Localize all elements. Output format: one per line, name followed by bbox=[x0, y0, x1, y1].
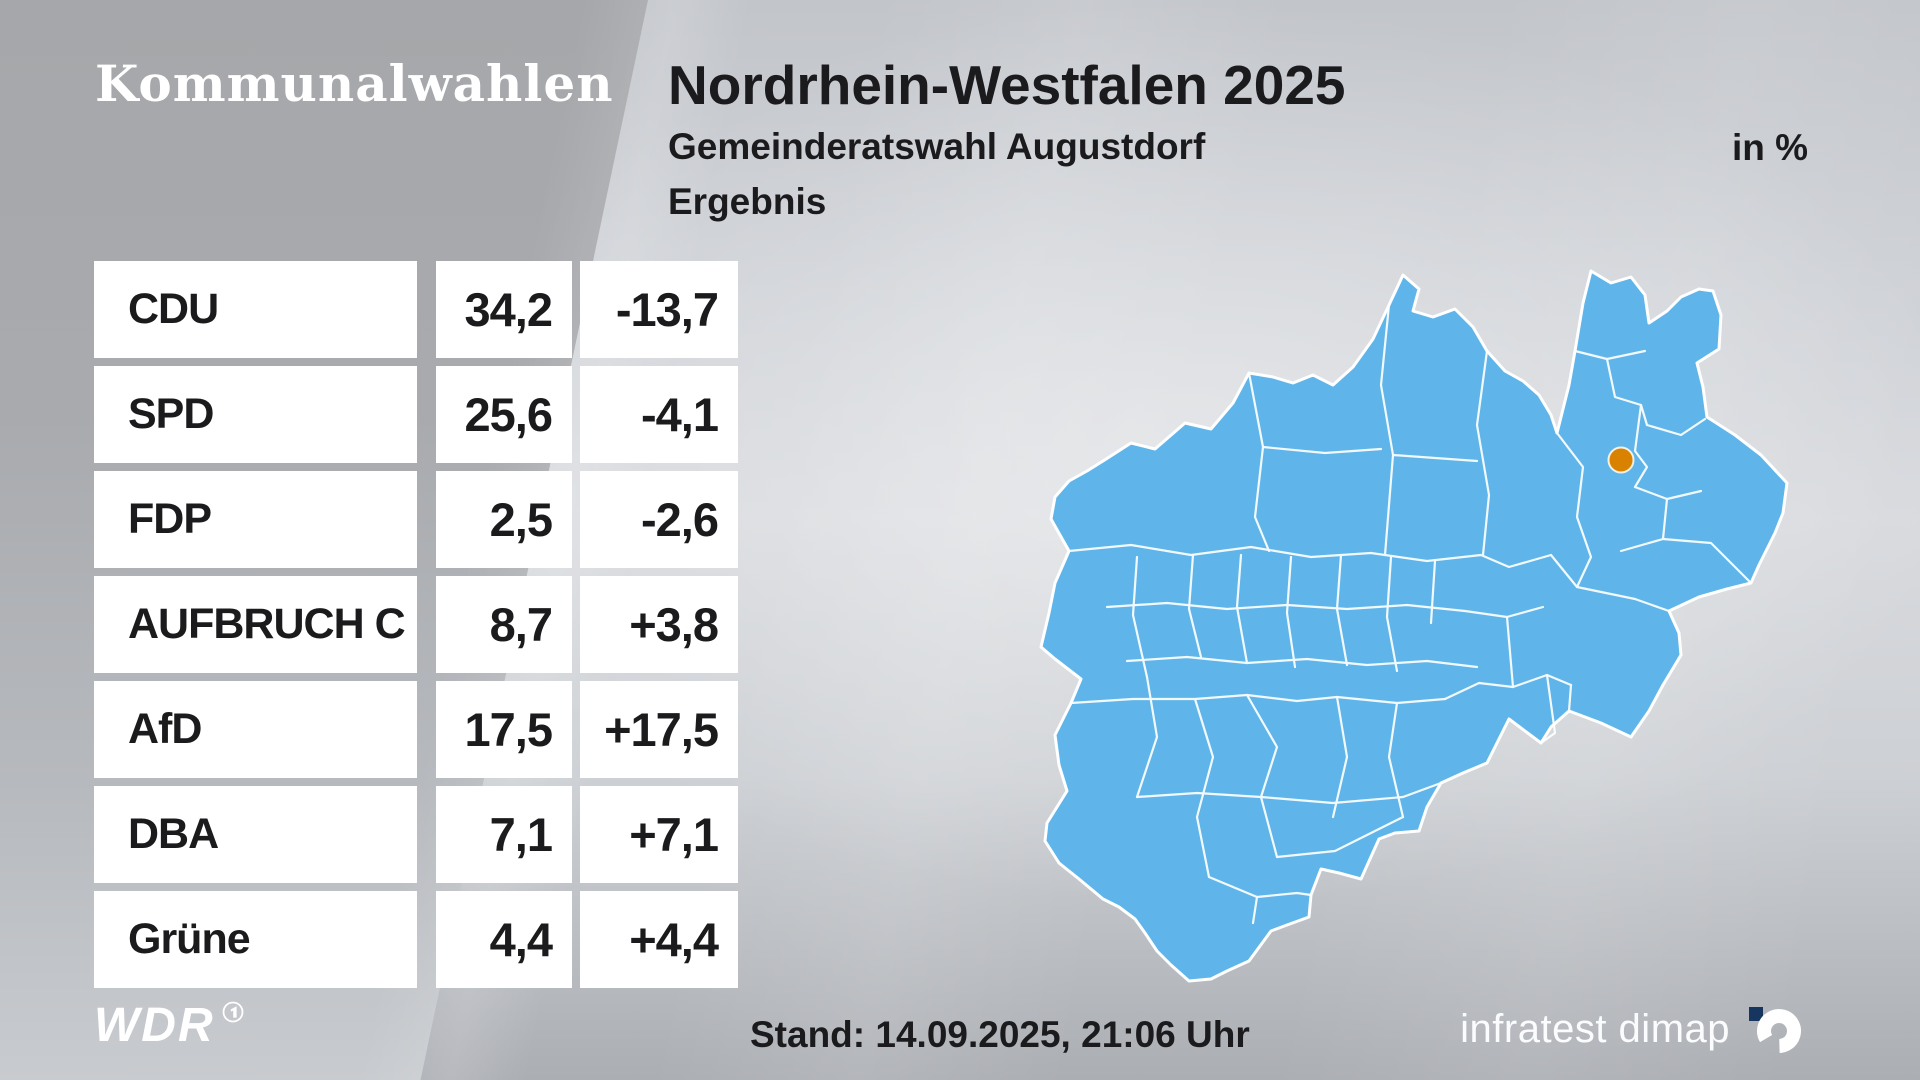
party-name: DBA bbox=[94, 786, 417, 883]
table-row: CDU 34,2 -13,7 bbox=[94, 261, 738, 358]
party-name: AfD bbox=[94, 681, 417, 778]
source-label: infratest dimap bbox=[1460, 1006, 1730, 1051]
table-row: DBA 7,1 +7,1 bbox=[94, 786, 738, 883]
infratest-dimap-icon bbox=[1749, 1007, 1801, 1053]
result-value: 8,7 bbox=[436, 576, 572, 673]
change-value: -4,1 bbox=[580, 366, 738, 463]
nrw-map bbox=[1035, 255, 1790, 990]
result-value: 7,1 bbox=[436, 786, 572, 883]
result-value: 4,4 bbox=[436, 891, 572, 988]
augustdorf-marker bbox=[1607, 446, 1635, 474]
change-value: +17,5 bbox=[580, 681, 738, 778]
change-value: -13,7 bbox=[580, 261, 738, 358]
result-value: 17,5 bbox=[436, 681, 572, 778]
result-value: 25,6 bbox=[436, 366, 572, 463]
timestamp: Stand: 14.09.2025, 21:06 Uhr bbox=[750, 1014, 1250, 1055]
unit-label: in % bbox=[1731, 127, 1808, 168]
table-row: AUFBRUCH C 8,7 +3,8 bbox=[94, 576, 738, 673]
change-value: +7,1 bbox=[580, 786, 738, 883]
source-credit: infratest dimap bbox=[1460, 1000, 1802, 1058]
change-value: +4,4 bbox=[580, 891, 738, 988]
table-row: AfD 17,5 +17,5 bbox=[94, 681, 738, 778]
ard-one-icon bbox=[222, 1001, 244, 1023]
result-value: 2,5 bbox=[436, 471, 572, 568]
change-value: -2,6 bbox=[580, 471, 738, 568]
district-borders bbox=[1067, 303, 1753, 925]
table-row: FDP 2,5 -2,6 bbox=[94, 471, 738, 568]
results-table: CDU 34,2 -13,7 SPD 25,6 -4,1 FDP 2,5 -2,6 AUFBRUC… bbox=[94, 261, 738, 996]
nrw-region-shape bbox=[1039, 269, 1789, 983]
table-row: Grüne 4,4 +4,4 bbox=[94, 891, 738, 988]
party-name: FDP bbox=[94, 471, 417, 568]
party-name: SPD bbox=[94, 366, 417, 463]
subtitle-stage: Ergebnis bbox=[668, 181, 827, 222]
subtitle-election: Gemeinderatswahl Augustdorf bbox=[668, 126, 1206, 167]
party-name: CDU bbox=[94, 261, 417, 358]
wdr-logo: WDR bbox=[94, 1002, 245, 1050]
party-name: AUFBRUCH C bbox=[94, 576, 417, 673]
wdr-logo-text: WDR bbox=[94, 999, 215, 1052]
result-value: 34,2 bbox=[436, 261, 572, 358]
party-name: Grüne bbox=[94, 891, 417, 988]
page-title: Nordrhein-Westfalen 2025 bbox=[668, 54, 1346, 116]
table-row: SPD 25,6 -4,1 bbox=[94, 366, 738, 463]
change-value: +3,8 bbox=[580, 576, 738, 673]
nrw-map-svg bbox=[1039, 269, 1789, 983]
program-brand: Kommunalwahlen bbox=[95, 54, 614, 113]
